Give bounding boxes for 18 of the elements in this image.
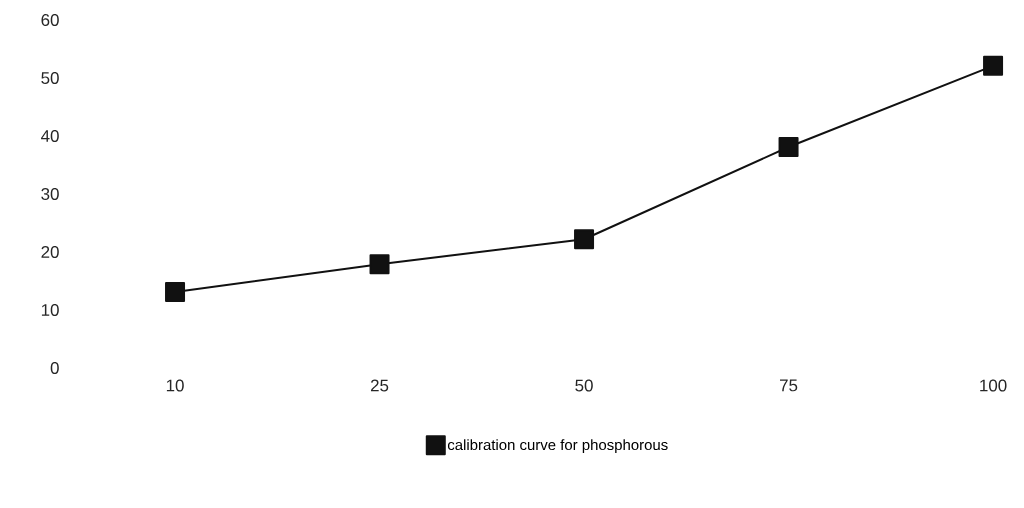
y-tick-label: 0 — [50, 362, 59, 374]
point — [778, 137, 799, 158]
x-tick-label: 75 — [780, 379, 798, 392]
y-tick-label: 10 — [41, 304, 59, 316]
point — [165, 282, 186, 303]
x-tick-label: 100 — [980, 379, 1007, 392]
x-tick-label: 25 — [370, 379, 389, 392]
x-tick-label: 10 — [166, 379, 184, 392]
point — [983, 55, 1004, 76]
legend-label: calibration curve for phosphorous — [447, 439, 668, 454]
x-tick-label: 50 — [575, 379, 593, 392]
y-tick-label: 50 — [41, 72, 59, 84]
point — [574, 229, 595, 250]
y-tick-label: 40 — [41, 130, 59, 142]
y-tick-label: 60 — [41, 14, 59, 26]
y-tick-label: 20 — [41, 246, 59, 258]
point — [369, 254, 390, 275]
y-tick-label: 30 — [41, 188, 59, 200]
